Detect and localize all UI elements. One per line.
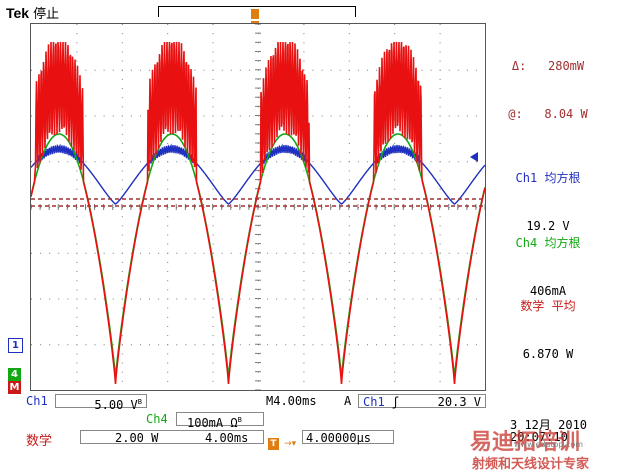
- watermark-url: www.edatop.com: [514, 440, 584, 449]
- measurement-ch4-rms: Ch4 均方根 406mA: [488, 203, 608, 315]
- math-trace: [31, 41, 485, 385]
- run-state: 停止: [33, 7, 60, 22]
- brand-name: Tek: [6, 5, 30, 21]
- brand-label: Tek 停止: [6, 3, 59, 22]
- measurement-title: Ch4 均方根: [515, 236, 581, 250]
- cursor-readout: Δ: 280mW @: 8.04 W: [488, 26, 608, 138]
- ch1-scale: 5.00 V: [94, 398, 138, 412]
- ch1-level-marker-icon[interactable]: [470, 152, 478, 162]
- trigger-level: 20.3 V: [437, 395, 481, 409]
- trigger-readout[interactable]: Ch1 ʃ 20.3 V: [358, 394, 486, 409]
- ch4-bandwidth-icon: B: [237, 416, 242, 424]
- measurement-ch1-rms: Ch1 均方根 19.2 V: [488, 138, 608, 250]
- ch4-label[interactable]: Ch4: [146, 412, 168, 426]
- measurement-title: Ch1 均方根: [515, 171, 581, 185]
- measurement-math-mean: 数学 平均 6.870 W: [488, 266, 608, 378]
- record-position-bar[interactable]: [158, 6, 356, 17]
- waveform-display[interactable]: [30, 23, 486, 391]
- timebase-readout[interactable]: M4.00ms: [266, 394, 317, 408]
- math-ground-marker[interactable]: M: [8, 381, 21, 394]
- math-scale-box[interactable]: 2.00 W 4.00ms: [80, 430, 264, 445]
- ch4-ground-marker[interactable]: 4: [8, 368, 21, 381]
- watermark-title: 易迪拓培训: [470, 430, 581, 455]
- trigger-position-box[interactable]: 4.00000μs: [302, 430, 394, 445]
- cursor-delta-value: Δ: 280mW: [511, 59, 585, 73]
- math-label[interactable]: 数学: [26, 434, 53, 449]
- ch1-scale-box[interactable]: 5.00 VB: [55, 394, 147, 412]
- trigger-position-marker[interactable]: T →▾: [268, 431, 298, 450]
- ch4-scale: 100mA Ω: [187, 416, 238, 430]
- math-time: 4.00ms: [205, 431, 249, 445]
- ch1-trace: [31, 143, 485, 205]
- trigger-source: Ch1: [363, 395, 385, 409]
- measurement-title: 数学 平均: [520, 299, 576, 313]
- trigger-slope-icon: ʃ: [391, 395, 400, 409]
- timebase-value: 4.00ms: [273, 394, 317, 408]
- ch1-ground-marker[interactable]: 1: [8, 338, 23, 353]
- time-readout: 20:07:10: [510, 430, 568, 444]
- arrow-right-icon: →▾: [284, 439, 297, 449]
- timebase-label: M: [266, 394, 274, 408]
- measurement-value: 406mA: [529, 284, 567, 298]
- math-scale: 2.00 W: [115, 431, 159, 445]
- trigger-position-value: 4.00000μs: [306, 431, 372, 445]
- date-readout: 3 12月 2010: [510, 418, 588, 432]
- ch4-scale-box[interactable]: 100mA ΩB: [176, 412, 264, 430]
- cursor-at-value: @: 8.04 W: [508, 107, 588, 121]
- watermark-subtitle: 射频和天线设计专家: [472, 457, 590, 472]
- measurement-value: 6.870 W: [522, 347, 574, 361]
- trigger-mode: A: [344, 394, 352, 408]
- bandwidth-limit-icon: B: [137, 398, 142, 406]
- trigger-t-icon: T: [268, 438, 279, 450]
- measurement-value: 19.2 V: [526, 219, 570, 233]
- ch1-label[interactable]: Ch1: [26, 394, 48, 408]
